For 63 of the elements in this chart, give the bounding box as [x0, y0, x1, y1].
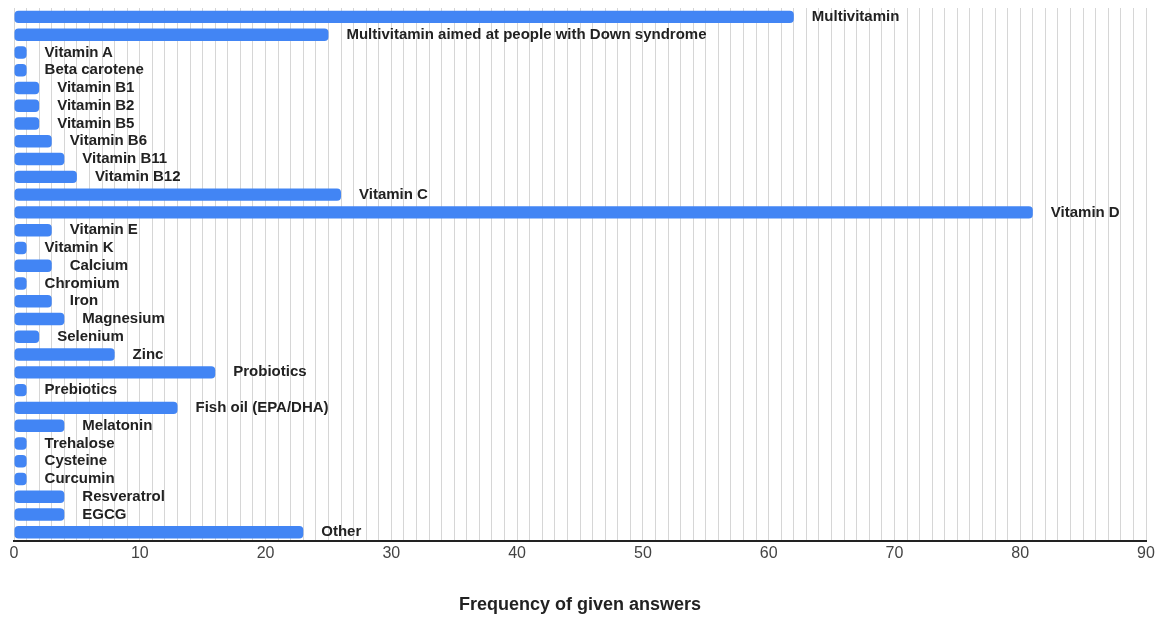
y-tick-label: Melatonin	[82, 415, 153, 433]
x-tick-label: 0	[9, 544, 19, 562]
bar	[14, 401, 178, 415]
y-tick-label: Vitamin E	[69, 220, 138, 238]
bar	[14, 526, 304, 539]
bar	[14, 366, 216, 379]
bar	[14, 81, 40, 95]
bar	[14, 490, 65, 503]
x-tick-label: 90	[1137, 544, 1155, 562]
bar	[14, 259, 52, 272]
x-tick-label: 80	[1011, 544, 1030, 562]
y-tick-label: Vitamin D	[1050, 202, 1120, 220]
bar	[14, 188, 342, 201]
y-tick-label: Vitamin B6	[69, 131, 147, 149]
y-tick-label: Vitamin C	[359, 184, 429, 202]
y-tick-label: Vitamin B2	[57, 95, 135, 113]
bar	[14, 348, 115, 361]
y-tick-label: Trehalose	[44, 433, 115, 451]
y-tick-label: Vitamin B5	[57, 113, 135, 131]
y-tick-label: EGCG	[82, 504, 127, 522]
y-tick-label: Iron	[69, 291, 99, 309]
bar	[14, 295, 52, 308]
bar	[14, 508, 65, 521]
bar	[14, 99, 40, 112]
y-tick-label: Multivitamin	[811, 7, 900, 25]
y-tick-label: Vitamin B11	[82, 149, 168, 167]
y-tick-label: Probiotics	[233, 362, 307, 380]
y-tick-label: Selenium	[57, 326, 124, 344]
bar	[14, 117, 40, 130]
bar	[14, 152, 65, 166]
bar	[14, 330, 40, 344]
y-tick-label: Chromium	[44, 273, 120, 291]
bar	[14, 312, 65, 326]
bar	[14, 223, 52, 237]
x-tick-label: 70	[885, 544, 904, 562]
bar	[14, 10, 794, 24]
x-tick-label: 40	[508, 544, 527, 562]
bar	[14, 206, 1033, 219]
bar	[14, 135, 52, 148]
y-tick-label: Zinc	[132, 344, 164, 362]
y-tick-label: Resveratrol	[82, 486, 165, 504]
x-tick-label: 30	[382, 544, 401, 562]
x-tick-label: 10	[130, 544, 149, 562]
y-tick-label: Prebiotics	[44, 380, 118, 398]
y-tick-label: Beta carotene	[44, 60, 144, 78]
y-tick-label: Other	[321, 522, 362, 540]
x-tick-label: 60	[759, 544, 778, 562]
y-tick-label: Vitamin B12	[94, 166, 181, 184]
x-tick-label: 20	[256, 544, 275, 562]
bar	[14, 419, 65, 432]
y-tick-label: Calcium	[69, 255, 129, 273]
y-tick-label: Magnesium	[82, 309, 165, 327]
x-tick-label: 50	[633, 544, 652, 562]
y-tick-label: Vitamin B1	[57, 78, 135, 96]
y-tick-label: Curcumin	[44, 469, 115, 487]
y-tick-label: Vitamin K	[44, 238, 114, 256]
y-tick-label: Fish oil (EPA/DHA)	[195, 398, 329, 416]
y-tick-label: Multivitamin aimed at people with Down syndrome	[346, 24, 707, 42]
y-tick-label: Vitamin A	[44, 42, 114, 60]
x-axis-title: Frequency of given answers	[458, 594, 702, 615]
bar	[14, 28, 329, 41]
y-tick-label: Cysteine	[44, 451, 108, 469]
bar	[14, 170, 77, 184]
